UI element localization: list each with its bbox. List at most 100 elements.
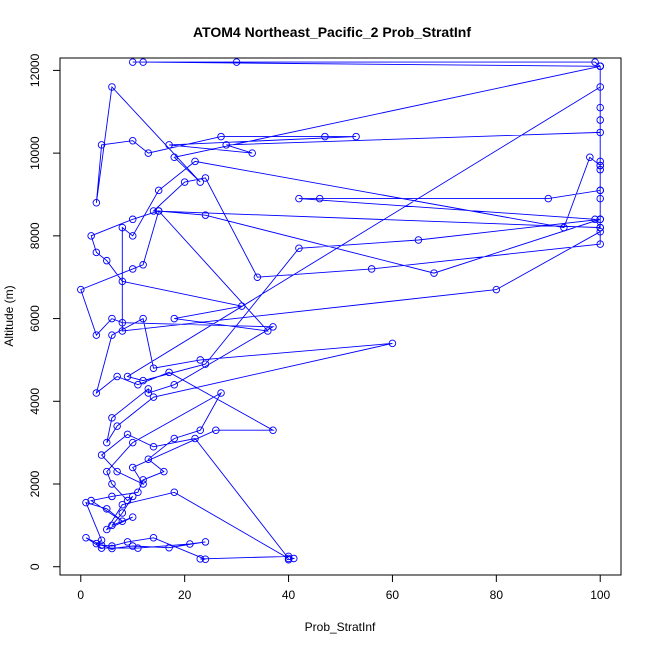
data-point: [269, 323, 277, 331]
x-tick-label: 100: [590, 588, 610, 602]
data-point: [596, 215, 604, 224]
data-point: [596, 186, 604, 195]
data-point: [92, 331, 101, 339]
data-point: [596, 161, 604, 170]
data-point: [108, 331, 116, 339]
data-point: [97, 544, 106, 552]
y-tick-label: 12000: [28, 53, 42, 87]
x-tick-label: 20: [178, 588, 192, 602]
data-point: [315, 194, 324, 203]
data-point: [248, 149, 256, 157]
y-tick-label: 4000: [28, 388, 42, 415]
data-point: [97, 536, 106, 545]
y-tick-label: 6000: [28, 305, 42, 332]
data-point: [128, 136, 137, 145]
data-point: [128, 463, 137, 472]
data-point: [123, 496, 132, 505]
data-point: [232, 58, 241, 66]
data-point: [139, 314, 147, 323]
data-point: [321, 132, 329, 141]
series-layer: [77, 58, 604, 564]
x-tick-label: 60: [386, 588, 400, 602]
x-tick-label: 40: [282, 588, 296, 602]
data-point: [102, 256, 111, 265]
data-point: [165, 368, 173, 377]
data-point: [388, 339, 397, 348]
data-point: [108, 314, 116, 323]
data-point: [170, 314, 179, 323]
data-point: [92, 539, 101, 548]
y-tick-label: 2000: [28, 470, 42, 497]
data-point: [430, 269, 438, 277]
data-point: [128, 215, 137, 224]
data-point: [201, 174, 210, 182]
data-point: [134, 544, 142, 552]
data-point: [170, 153, 179, 162]
data-point: [128, 513, 137, 521]
data-point: [128, 438, 137, 447]
data-point: [591, 58, 599, 66]
data-point: [82, 534, 90, 542]
data-point: [201, 538, 210, 546]
data-point: [108, 542, 116, 550]
data-point: [113, 422, 121, 430]
data-point: [118, 318, 127, 327]
data-point: [196, 178, 204, 186]
data-point: [596, 223, 604, 232]
data-point: [596, 157, 604, 166]
data-point: [596, 194, 604, 203]
data-point: [139, 376, 147, 385]
data-point: [596, 240, 604, 248]
data-point: [134, 488, 142, 497]
data-point: [139, 261, 147, 269]
data-point: [139, 476, 147, 484]
data-point: [170, 488, 179, 497]
data-point: [87, 232, 95, 240]
data-point: [201, 211, 210, 219]
data-point: [596, 116, 604, 124]
data-point: [108, 544, 116, 553]
y-tick-label: 0: [28, 563, 42, 570]
data-point: [108, 492, 116, 501]
data-point: [97, 141, 106, 149]
data-point: [108, 414, 116, 422]
data-point: [92, 248, 101, 257]
data-point: [128, 232, 137, 240]
data-point: [217, 389, 225, 397]
data-point: [102, 467, 111, 476]
data-point: [144, 455, 153, 463]
data-point: [596, 165, 604, 174]
data-point: [170, 434, 179, 443]
data-point: [492, 285, 501, 294]
chart-title: ATOM4 Northeast_Pacific_2 Prob_StratInf: [193, 24, 471, 40]
data-point: [284, 552, 293, 561]
data-point: [196, 555, 204, 563]
data-point: [123, 430, 132, 439]
data-point: [191, 157, 199, 166]
data-point: [170, 380, 179, 389]
data-point: [154, 186, 163, 195]
data-point: [149, 443, 158, 451]
data-point: [596, 128, 604, 137]
data-point: [367, 265, 376, 273]
data-point: [295, 244, 303, 253]
data-point: [253, 273, 262, 281]
data-point: [201, 360, 210, 368]
data-point: [149, 207, 158, 215]
data-point: [102, 505, 111, 513]
data-point: [108, 521, 116, 530]
data-point: [284, 554, 293, 563]
data-point: [165, 543, 173, 552]
data-point: [77, 285, 85, 294]
data-point: [139, 58, 147, 66]
data-point: [128, 542, 137, 550]
data-point: [596, 83, 604, 91]
data-point: [149, 534, 158, 542]
data-point: [128, 265, 137, 273]
data-point: [118, 509, 127, 517]
data-point: [87, 496, 95, 505]
data-point: [144, 389, 153, 397]
data-point: [596, 62, 604, 71]
data-point: [154, 207, 163, 215]
